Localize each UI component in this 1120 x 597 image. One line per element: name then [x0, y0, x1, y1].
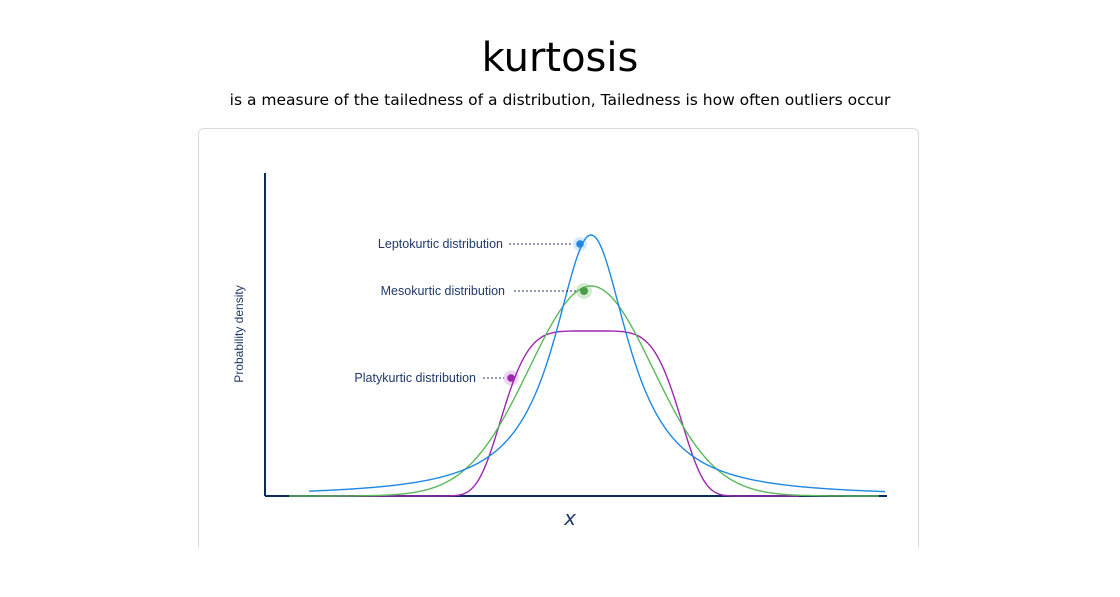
kurtosis-diagram: Leptokurtic distribution Mesokurtic dist… — [232, 173, 887, 530]
x-axis-label: x — [563, 506, 576, 530]
platykurtic-marker — [507, 374, 515, 382]
page-subtitle: is a measure of the tailedness of a dist… — [229, 91, 891, 109]
platykurtic-curve — [319, 330, 799, 497]
platykurtic-label: Platykurtic distribution — [354, 371, 476, 385]
mesokurtic-marker — [580, 287, 588, 295]
figure-card: Leptokurtic distribution Mesokurtic dist… — [198, 128, 919, 548]
y-axis-label: Probability density — [232, 285, 246, 382]
leptokurtic-curve — [309, 234, 886, 493]
mesokurtic-label: Mesokurtic distribution — [381, 284, 505, 298]
mesokurtic-curve — [289, 285, 879, 497]
leptokurtic-label: Leptokurtic distribution — [378, 237, 503, 251]
leptokurtic-marker — [576, 240, 584, 248]
page-title: kurtosis — [481, 35, 639, 81]
